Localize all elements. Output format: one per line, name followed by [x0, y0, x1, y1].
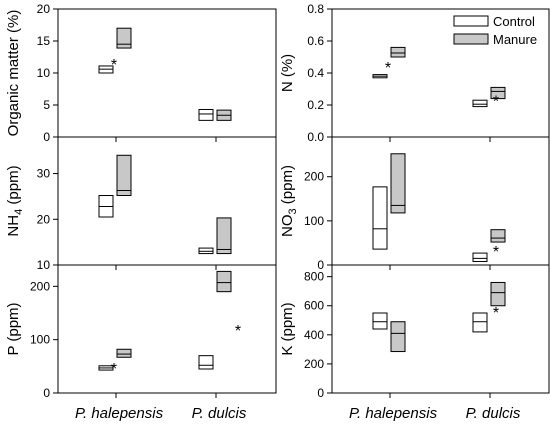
significance-star-no3: * [493, 244, 499, 261]
legend-label-control: Control [493, 14, 535, 29]
ylabel-nh4: NH4 (ppm) [5, 165, 25, 236]
x-category-label-left-halepensis: P. halepensis [75, 405, 164, 422]
box-no3-manure-0 [390, 153, 406, 214]
ytick-label-n: 0.8 [307, 2, 324, 16]
ylabel-om: Organic matter (%) [5, 10, 22, 137]
significance-star-p: * [235, 323, 241, 340]
ytick-label-nh4: 20 [37, 212, 51, 226]
ytick-label-k: 200 [304, 357, 324, 371]
legend-label-manure: Manure [493, 32, 537, 47]
significance-star-om: * [111, 57, 117, 74]
ytick-label-k: 400 [304, 328, 324, 342]
legend-swatch-control [453, 15, 489, 27]
panel-frame-no3 [331, 136, 550, 266]
box-om-control-1 [198, 108, 214, 121]
ytick-label-om: 5 [43, 98, 50, 112]
panel-k: 0 200 400 600 800 K (ppm) * [279, 264, 550, 400]
ytick-label-no3: 200 [304, 170, 324, 184]
ylabel-p: P (ppm) [5, 302, 22, 355]
panel-om: 0 5 10 15 20 Organic matter (%) * [5, 2, 277, 144]
ytick-label-om: 10 [37, 66, 51, 80]
x-category-label-left-dulcis: P. dulcis [192, 405, 247, 422]
ytick-label-nh4: 30 [37, 167, 51, 181]
significance-star-k: * [493, 305, 499, 322]
ylabel-n: N (%) [279, 54, 296, 92]
panel-no3: 0 100 200 NO3 (ppm) * [279, 136, 550, 272]
box-nh4-manure-0 [116, 154, 132, 197]
box-nh4-manure-1 [216, 217, 232, 255]
ytick-label-om: 20 [37, 2, 51, 16]
x-category-label-right-halepensis: P. halepensis [349, 405, 438, 422]
ylabel-no3: NO3 (ppm) [279, 165, 299, 237]
box-n-manure-1 [490, 86, 506, 100]
legend: Control Manure [453, 14, 537, 47]
ytick-label-n: 0.6 [307, 34, 324, 48]
ytick-label-p: 0 [43, 386, 50, 400]
box-k-manure-1 [490, 281, 506, 307]
ytick-label-om: 15 [37, 34, 51, 48]
ytick-label-n: 0.4 [307, 66, 324, 80]
ytick-label-n: 0.2 [307, 98, 324, 112]
legend-swatch-manure [453, 33, 489, 45]
ytick-label-no3: 100 [304, 214, 324, 228]
panel-nh4: 10 20 30 NH4 (ppm) [5, 136, 277, 272]
ytick-label-k: 800 [304, 270, 324, 284]
box-no3-manure-1 [490, 229, 506, 243]
box-n-control-1 [472, 99, 488, 108]
panel-n: 0.0 0.2 0.4 0.6 0.8 N (%) * * [279, 2, 550, 144]
panel-frame-nh4 [57, 136, 277, 266]
box-p-manure-1 [216, 270, 232, 293]
box-n-manure-0 [390, 46, 406, 58]
ytick-label-nh4: 10 [37, 258, 51, 272]
ytick-label-no3: 0 [317, 258, 324, 272]
box-k-control-1 [472, 312, 488, 333]
significance-star-n: * [385, 60, 391, 77]
box-k-control-0 [372, 312, 388, 330]
ytick-label-om: 0 [43, 130, 50, 144]
significance-star-n: * [493, 94, 499, 111]
ytick-label-k: 0 [317, 386, 324, 400]
box-no3-control-0 [372, 186, 388, 250]
box-om-manure-0 [116, 27, 132, 49]
panel-frame-om [57, 8, 277, 138]
ytick-label-p: 200 [30, 279, 50, 293]
box-k-manure-0 [390, 321, 406, 353]
box-no3-control-1 [472, 252, 488, 262]
ytick-label-n: 0.0 [307, 130, 324, 144]
x-category-label-right-dulcis: P. dulcis [466, 405, 521, 422]
significance-star-p: * [111, 361, 117, 378]
box-p-manure-0 [116, 348, 132, 358]
panel-frame-p [57, 264, 277, 394]
ylabel-k: K (ppm) [279, 302, 296, 355]
panel-frame-k [331, 264, 550, 394]
ytick-label-k: 600 [304, 299, 324, 313]
panel-p: 0 100 200 P (ppm) * * [5, 264, 277, 400]
ytick-label-p: 100 [30, 333, 50, 347]
box-p-control-1 [198, 355, 214, 370]
